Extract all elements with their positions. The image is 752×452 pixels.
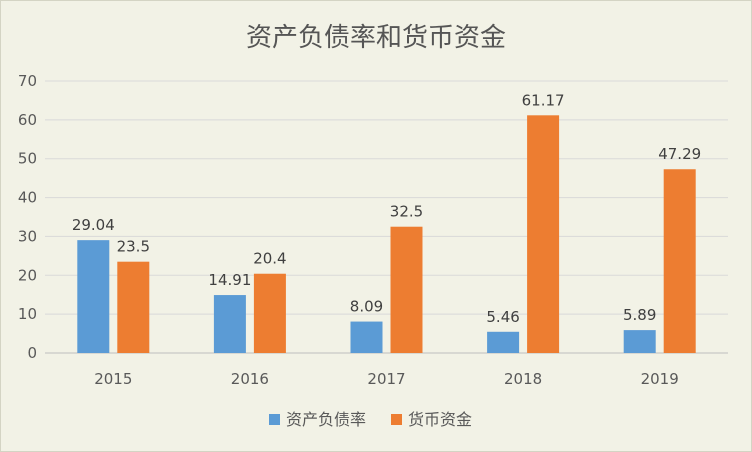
data-label: 32.5	[390, 203, 423, 221]
chart-title: 资产负债率和货币资金	[246, 23, 506, 53]
bar-debt-ratio	[350, 321, 383, 353]
data-label: 29.04	[72, 216, 115, 234]
y-tick-label: 40	[18, 189, 37, 207]
x-tick-label: 2019	[641, 370, 679, 388]
data-label: 20.4	[253, 250, 286, 268]
y-tick-label: 60	[18, 111, 37, 129]
y-tick-label: 10	[18, 305, 37, 323]
y-tick-label: 50	[18, 150, 37, 168]
data-label: 8.09	[350, 298, 383, 316]
legend-label: 资产负债率	[286, 410, 366, 429]
bar-cash	[117, 261, 150, 353]
x-tick-label: 2018	[504, 370, 542, 388]
data-label: 14.91	[208, 271, 251, 289]
data-label: 23.5	[117, 238, 150, 256]
x-axis-ticks: 2015 2016 2017 2018 2019	[94, 370, 679, 388]
data-label: 5.89	[623, 306, 656, 324]
data-label: 5.46	[486, 308, 519, 326]
bar-debt-ratio	[623, 330, 656, 353]
legend-label: 货币资金	[408, 410, 472, 429]
bar-debt-ratio	[487, 331, 520, 353]
x-tick-label: 2016	[231, 370, 269, 388]
legend-swatch	[391, 414, 402, 425]
x-tick-label: 2017	[367, 370, 405, 388]
data-label: 61.17	[522, 91, 565, 109]
y-tick-label: 20	[18, 266, 37, 284]
gridlines	[45, 80, 728, 354]
bar-debt-ratio	[213, 295, 246, 353]
y-tick-label: 30	[18, 227, 37, 245]
data-label: 47.29	[658, 145, 701, 163]
bar-cash	[390, 226, 423, 353]
bars	[77, 115, 696, 354]
bar-cash	[527, 115, 560, 354]
legend-swatch	[269, 414, 280, 425]
bar-cash	[253, 273, 286, 353]
y-tick-label: 0	[27, 344, 37, 362]
legend: 资产负债率 货币资金	[269, 410, 472, 429]
x-tick-label: 2015	[94, 370, 132, 388]
bar-cash	[663, 169, 696, 353]
y-tick-label: 70	[18, 72, 37, 90]
bar-debt-ratio	[77, 240, 110, 353]
y-axis-ticks: 0 10 20 30 40 50 60 70	[18, 72, 37, 362]
